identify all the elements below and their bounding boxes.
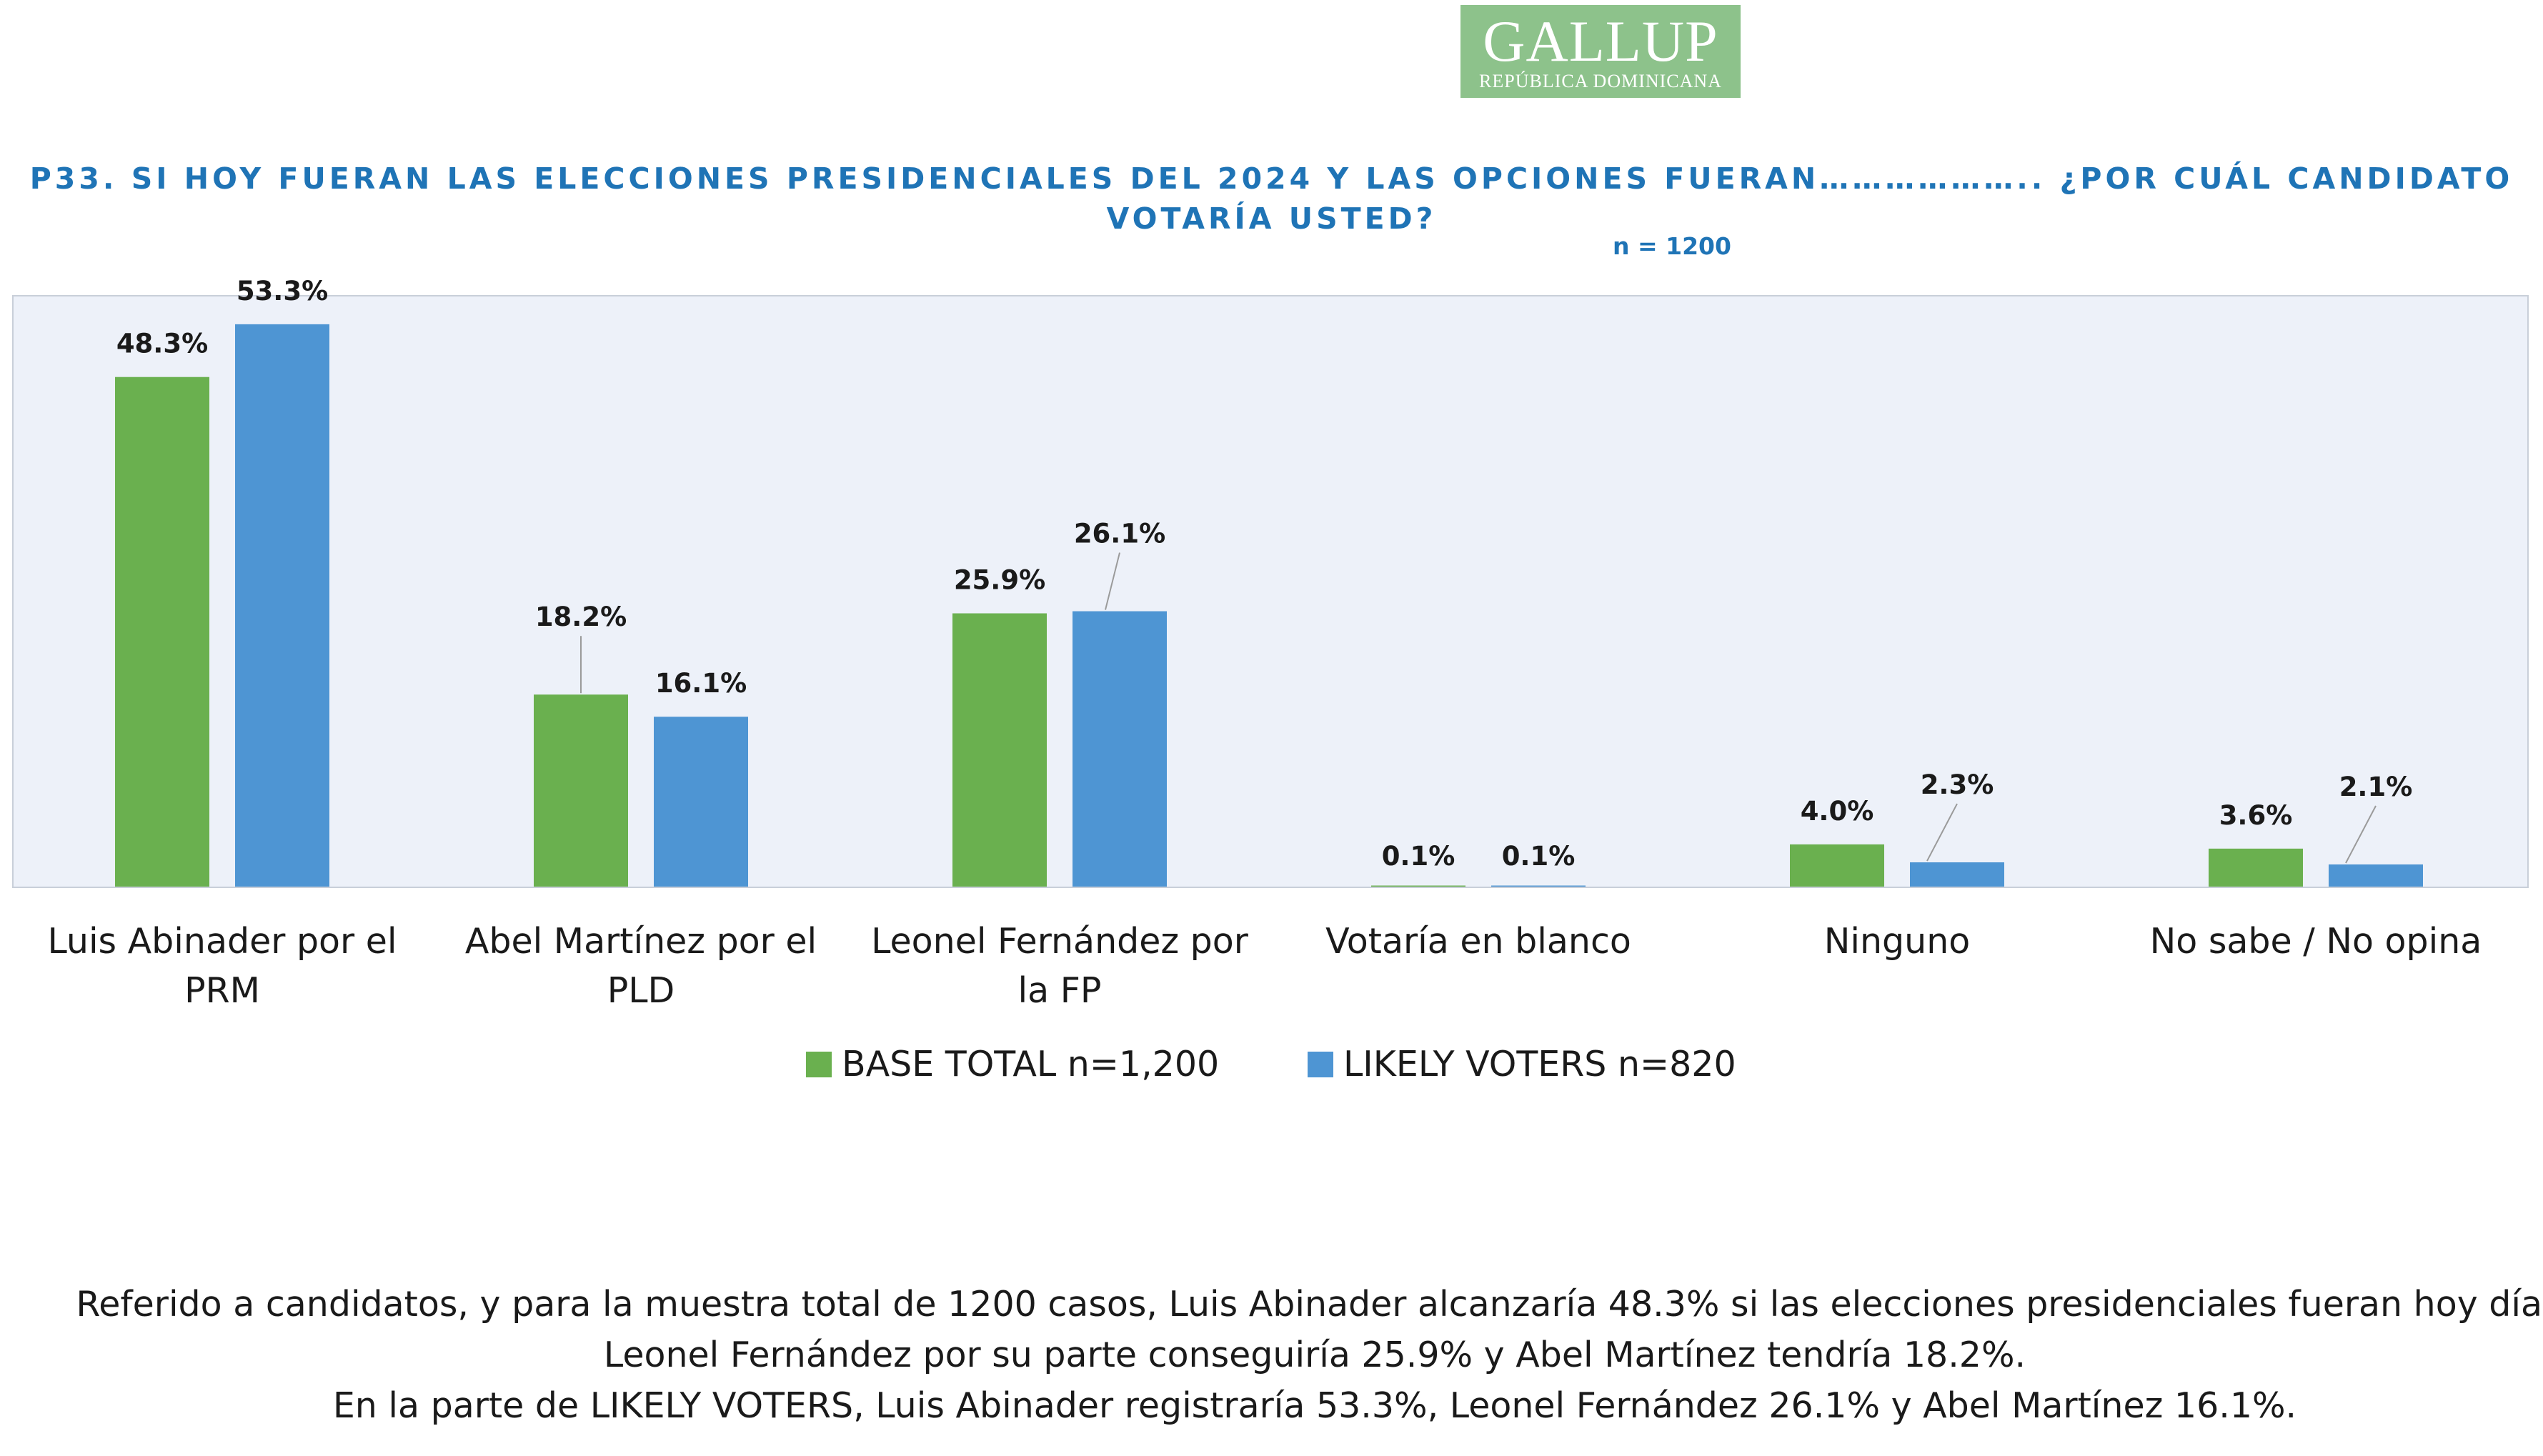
category-label-4-0: Ninguno: [1824, 921, 1971, 962]
data-label-base-total-3: 0.1%: [1382, 841, 1455, 872]
data-label-base-total-2: 25.9%: [954, 565, 1045, 596]
leader-line-1-4: [1926, 803, 1958, 862]
chart-title: P33. SI HOY FUERAN LAS ELECCIONES PRESID…: [29, 161, 2514, 236]
bars-group: [115, 324, 2423, 887]
data-label-likely-voters-0: 53.3%: [237, 276, 328, 306]
legend-swatch-base-total: [806, 1052, 832, 1077]
category-label-2-1: la FP: [1018, 970, 1102, 1011]
bar-base-total-4: [1790, 844, 1884, 887]
category-label-5-0: No sabe / No opina: [2150, 921, 2482, 962]
category-label-0-0: Luis Abinader por el: [47, 921, 397, 962]
bar-base-total-0: [115, 377, 209, 887]
bar-base-total-5: [2209, 848, 2303, 887]
data-labels-group: 48.3% 53.3% 18.2% 16.1% 25.9% 26.1% 0.1% 0.1% 4.…: [116, 276, 2413, 872]
footnote-line-3: En la parte de LIKELY VOTERS, Luis Abina…: [332, 1385, 2297, 1426]
footnote-line-1: Referido a candidatos, y para la muestra…: [76, 1284, 2543, 1325]
category-labels-group: Luis Abinader por el PRM Abel Martínez por…: [47, 921, 2482, 1011]
sample-size-note: n = 1200: [1613, 232, 1731, 260]
category-label-1-0: Abel Martínez por el: [465, 921, 817, 962]
gallup-logo: GALLUP REPÚBLICA DOMINICANA: [1460, 5, 1741, 98]
data-label-likely-voters-1: 16.1%: [655, 668, 747, 699]
plot-area: [12, 295, 2529, 888]
bar-chart: 48.3% 53.3% 18.2% 16.1% 25.9% 26.1% 0.1% 0.1% 4.…: [12, 276, 2529, 1084]
bar-base-total-1: [534, 694, 628, 887]
data-label-likely-voters-2: 26.1%: [1074, 519, 1165, 549]
bar-base-total-3: [1371, 885, 1465, 887]
leader-line-1-5: [2345, 805, 2377, 864]
bar-likely-voters-0: [235, 324, 329, 887]
legend-label-likely-voters: LIKELY VOTERS n=820: [1343, 1044, 1736, 1084]
data-label-base-total-4: 4.0%: [1801, 796, 1874, 827]
footnotes: Referido a candidatos, y para la muestra…: [29, 1279, 2543, 1431]
leader-line-1-2: [1105, 552, 1120, 610]
legend-swatch-likely-voters: [1308, 1052, 1333, 1077]
bar-likely-voters-3: [1491, 885, 1586, 887]
legend: BASE TOTAL n=1,200 LIKELY VOTERS n=820: [806, 1044, 1736, 1084]
data-label-likely-voters-4: 2.3%: [1921, 769, 1994, 800]
category-label-0-1: PRM: [184, 970, 260, 1011]
data-label-likely-voters-3: 0.1%: [1502, 841, 1576, 872]
logo-wordmark: GALLUP: [1483, 9, 1718, 74]
data-label-likely-voters-5: 2.1%: [2339, 772, 2413, 802]
bar-likely-voters-4: [1910, 862, 2004, 887]
data-label-base-total-5: 3.6%: [2219, 800, 2293, 831]
category-label-1-1: PLD: [607, 970, 675, 1011]
category-label-3-0: Votaría en blanco: [1325, 921, 1631, 962]
bar-likely-voters-2: [1073, 611, 1167, 887]
footnote-line-2: Leonel Fernández por su parte conseguirí…: [603, 1335, 2026, 1375]
bar-likely-voters-1: [654, 717, 748, 887]
bar-likely-voters-5: [2329, 864, 2423, 887]
logo-subtitle: REPÚBLICA DOMINICANA: [1479, 71, 1722, 91]
data-label-base-total-1: 18.2%: [535, 602, 627, 632]
category-label-2-0: Leonel Fernández por: [871, 921, 1249, 962]
data-label-base-total-0: 48.3%: [116, 329, 208, 359]
bar-base-total-2: [952, 613, 1047, 887]
legend-label-base-total: BASE TOTAL n=1,200: [842, 1044, 1219, 1084]
